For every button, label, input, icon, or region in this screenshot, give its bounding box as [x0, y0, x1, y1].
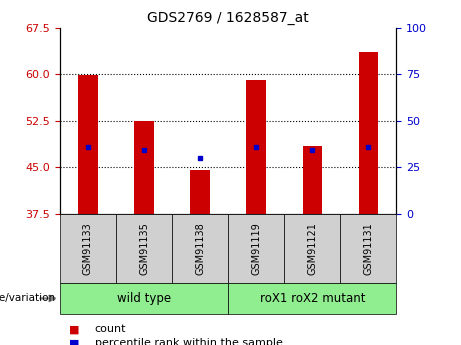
Bar — [302, 146, 322, 214]
Text: roX1 roX2 mutant: roX1 roX2 mutant — [260, 292, 365, 305]
FancyBboxPatch shape — [116, 214, 172, 283]
Text: ■: ■ — [69, 338, 83, 345]
Text: GSM91119: GSM91119 — [251, 222, 261, 275]
Text: wild type: wild type — [117, 292, 171, 305]
FancyBboxPatch shape — [60, 283, 228, 314]
Bar — [247, 80, 266, 214]
Bar — [190, 170, 210, 214]
FancyBboxPatch shape — [284, 214, 340, 283]
Text: GSM91135: GSM91135 — [139, 222, 149, 275]
Text: count: count — [95, 325, 126, 334]
FancyBboxPatch shape — [172, 214, 228, 283]
Text: GSM91133: GSM91133 — [83, 222, 93, 275]
Bar — [359, 52, 378, 214]
Text: GSM91131: GSM91131 — [363, 222, 373, 275]
FancyBboxPatch shape — [228, 283, 396, 314]
Text: GSM91138: GSM91138 — [195, 222, 205, 275]
FancyBboxPatch shape — [228, 214, 284, 283]
Text: percentile rank within the sample: percentile rank within the sample — [95, 338, 283, 345]
Title: GDS2769 / 1628587_at: GDS2769 / 1628587_at — [148, 11, 309, 25]
Text: GSM91121: GSM91121 — [307, 222, 317, 275]
FancyBboxPatch shape — [340, 214, 396, 283]
FancyBboxPatch shape — [60, 214, 116, 283]
Bar — [134, 121, 154, 214]
Bar — [78, 76, 98, 214]
Text: ■: ■ — [69, 325, 83, 334]
Text: genotype/variation: genotype/variation — [0, 294, 55, 303]
